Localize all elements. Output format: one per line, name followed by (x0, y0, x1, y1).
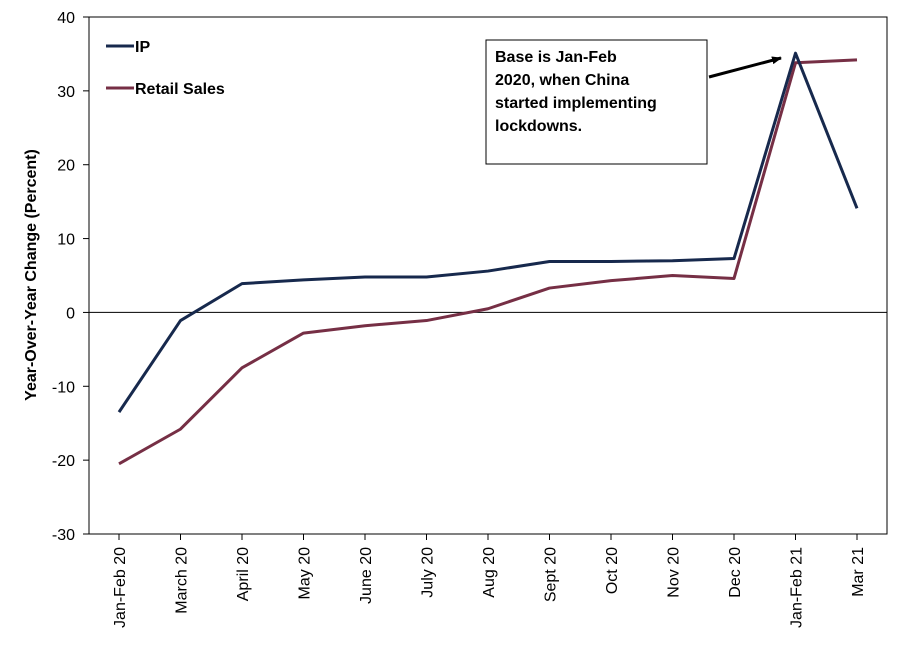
annotation-line-1: Base is Jan-Feb (495, 49, 617, 66)
y-tick-label: 10 (57, 232, 75, 249)
annotation: Base is Jan-Feb 2020, when China started… (485, 39, 782, 165)
x-tick-label: April 20 (235, 547, 252, 601)
y-tick-label: 0 (66, 305, 75, 322)
legend-label-ip: IP (135, 39, 150, 56)
annotation-line-4: lockdowns. (495, 118, 582, 135)
x-axis-ticks: Jan-Feb 20 March 20 April 20 May 20 June 20 J… (112, 534, 867, 628)
y-tick-label: 30 (57, 84, 75, 101)
x-tick-label: Nov 20 (666, 547, 683, 598)
y-tick-label: -20 (52, 453, 75, 470)
annotation-line-2: 2020, when China (495, 72, 629, 89)
annotation-arrow (708, 56, 782, 79)
y-tick-label: 40 (57, 10, 75, 27)
series-line-retail-sales (118, 58, 858, 466)
x-tick-label: Mar 21 (850, 547, 867, 597)
x-tick-label: Sept 20 (543, 547, 560, 602)
x-tick-label: Jan-Feb 21 (789, 547, 806, 628)
y-tick-label: -10 (52, 379, 75, 396)
y-tick-label: 20 (57, 158, 75, 175)
series-layer (117, 51, 859, 466)
x-tick-label: Aug 20 (481, 547, 498, 598)
y-tick-label: -30 (52, 527, 75, 544)
x-tick-label: May 20 (297, 547, 314, 600)
legend-label-retail-sales: Retail Sales (135, 81, 225, 98)
x-tick-label: Jan-Feb 20 (112, 547, 129, 628)
x-tick-label: July 20 (420, 547, 437, 598)
y-axis-title: Year-Over-Year Change (Percent) (23, 149, 40, 401)
x-tick-label: Dec 20 (727, 547, 744, 598)
x-tick-label: March 20 (174, 547, 191, 614)
y-axis-ticks: 40 30 20 10 0 -10 -20 -30 (52, 10, 89, 544)
annotation-box (485, 39, 708, 165)
x-tick-label: Oct 20 (604, 547, 621, 594)
annotation-line-3: started implementing (495, 95, 657, 112)
x-tick-label: June 20 (358, 547, 375, 604)
legend: IP Retail Sales (106, 39, 225, 98)
series-line-ip (117, 51, 859, 413)
